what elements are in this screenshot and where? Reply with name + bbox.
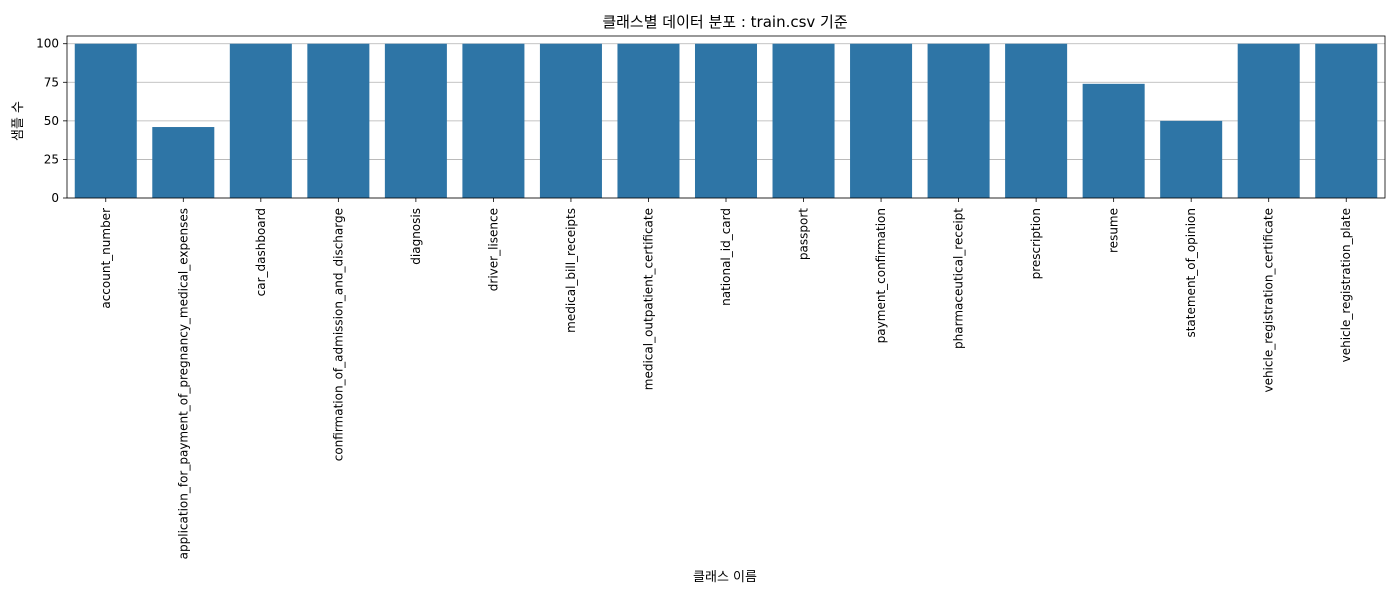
x-tick-label: passport — [797, 208, 811, 260]
x-tick-label: resume — [1107, 208, 1121, 253]
bar-car-dashboard — [229, 43, 292, 198]
x-tick-label: vehicle_registration_certificate — [1262, 208, 1276, 393]
x-tick-label: diagnosis — [409, 208, 423, 265]
x-tick-label: car_dashboard — [254, 208, 268, 296]
bar-statement-of-opinion — [1160, 120, 1223, 198]
y-axis-label: 샘플 수 — [11, 101, 26, 141]
bar-vehicle-registration-plate — [1315, 43, 1378, 198]
x-tick-label: application_for_payment_of_pregnancy_med… — [176, 208, 190, 559]
y-tick-label: 25 — [44, 152, 59, 166]
bar-driver-lisence — [462, 43, 525, 198]
chart-title: 클래스별 데이터 분포 : train.csv 기준 — [602, 13, 848, 31]
axes: 0 25 50 75 100 account_number application_for_… — [36, 35, 1386, 559]
bar-resume — [1082, 83, 1145, 198]
bars — [74, 43, 1378, 198]
bar-payment-confirmation — [850, 43, 913, 198]
x-tick-label: pharmaceutical_receipt — [952, 208, 966, 349]
x-axis-label: 클래스 이름 — [693, 570, 757, 585]
x-tick-label: driver_lisence — [486, 208, 500, 291]
y-tick-label: 0 — [51, 191, 59, 205]
x-tick-label: payment_confirmation — [874, 208, 888, 343]
bar-application-for-payment-of-pregnancy-medical-expenses — [152, 127, 215, 198]
y-tick-label: 75 — [44, 75, 59, 89]
x-tick-label: vehicle_registration_plate — [1339, 208, 1353, 362]
bar-passport — [772, 43, 835, 198]
bar-medical-bill-receipts — [539, 43, 602, 198]
bar-vehicle-registration-certificate — [1237, 43, 1300, 198]
bar-confirmation-of-admission-and-discharge — [307, 43, 370, 198]
bar-diagnosis — [384, 43, 447, 198]
x-tick-label: medical_bill_receipts — [564, 208, 578, 333]
bar-national-id-card — [694, 43, 758, 198]
x-tick-label: account_number — [99, 208, 113, 309]
x-tick-label: prescription — [1029, 208, 1043, 279]
x-tick-label: confirmation_of_admission_and_discharge — [331, 208, 345, 461]
y-tick-label: 100 — [36, 37, 59, 51]
bar-medical-outpatient-certificate — [617, 43, 680, 198]
bar-account-number — [74, 43, 137, 198]
x-tick-label: national_id_card — [719, 208, 733, 306]
y-tick-label: 50 — [44, 114, 59, 128]
x-tick-label: medical_outpatient_certificate — [641, 208, 655, 390]
x-tick-label: statement_of_opinion — [1184, 208, 1198, 338]
bar-pharmaceutical-receipt — [927, 43, 990, 198]
bar-prescription — [1005, 43, 1068, 198]
